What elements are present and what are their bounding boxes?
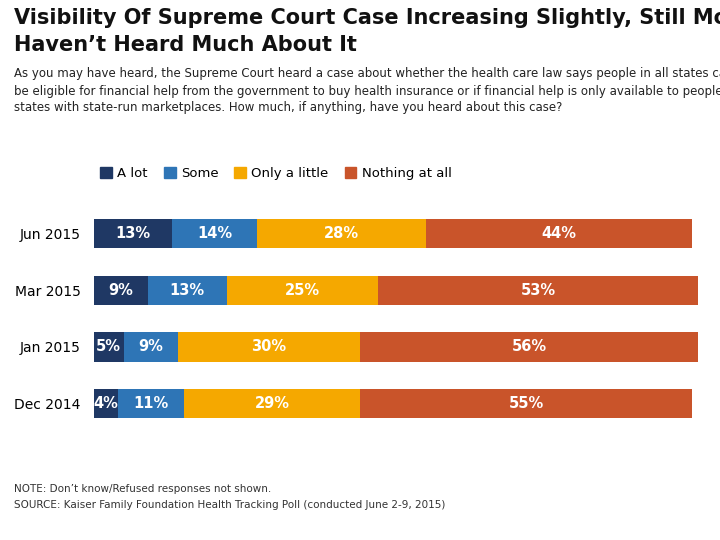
Text: 9%: 9% [139, 340, 163, 354]
Text: THE HENRY J.: THE HENRY J. [633, 487, 674, 492]
Text: NOTE: Don’t know/Refused responses not shown.: NOTE: Don’t know/Refused responses not s… [14, 484, 271, 494]
Text: FAMILY: FAMILY [633, 508, 674, 517]
Bar [179, 332, 360, 362]
Bar [124, 332, 179, 362]
Text: 53%: 53% [521, 283, 556, 298]
Text: 9%: 9% [109, 283, 133, 298]
Text: 44%: 44% [541, 226, 577, 241]
Bar [94, 219, 172, 248]
Text: As you may have heard, the Supreme Court heard a case about whether the health c: As you may have heard, the Supreme Court… [14, 68, 720, 114]
Text: 55%: 55% [508, 396, 544, 411]
Text: 11%: 11% [133, 396, 168, 411]
Bar [378, 275, 698, 305]
Text: 30%: 30% [251, 340, 287, 354]
Legend: A lot, Some, Only a little, Nothing at all: A lot, Some, Only a little, Nothing at a… [100, 167, 451, 180]
Bar [118, 389, 184, 419]
Bar [360, 389, 693, 419]
Text: 13%: 13% [115, 226, 150, 241]
Bar [94, 275, 148, 305]
Bar [426, 219, 693, 248]
Text: KAISER: KAISER [632, 496, 675, 506]
Text: 13%: 13% [170, 283, 205, 298]
Text: 14%: 14% [197, 226, 232, 241]
Text: Visibility Of Supreme Court Case Increasing Slightly, Still Most: Visibility Of Supreme Court Case Increas… [14, 8, 720, 28]
Bar [360, 332, 698, 362]
Text: FOUNDATION: FOUNDATION [629, 521, 678, 526]
Text: 56%: 56% [511, 340, 546, 354]
Text: 29%: 29% [254, 396, 289, 411]
Text: 25%: 25% [284, 283, 320, 298]
Text: SOURCE: Kaiser Family Foundation Health Tracking Poll (conducted June 2-9, 2015): SOURCE: Kaiser Family Foundation Health … [14, 500, 446, 510]
Text: 28%: 28% [324, 226, 359, 241]
Text: 5%: 5% [96, 340, 121, 354]
Bar [94, 332, 124, 362]
Bar [172, 219, 257, 248]
Text: Haven’t Heard Much About It: Haven’t Heard Much About It [14, 35, 357, 55]
Bar [227, 275, 378, 305]
Bar [257, 219, 426, 248]
Bar [184, 389, 360, 419]
Text: 4%: 4% [94, 396, 118, 411]
Bar [148, 275, 227, 305]
Bar [94, 389, 118, 419]
